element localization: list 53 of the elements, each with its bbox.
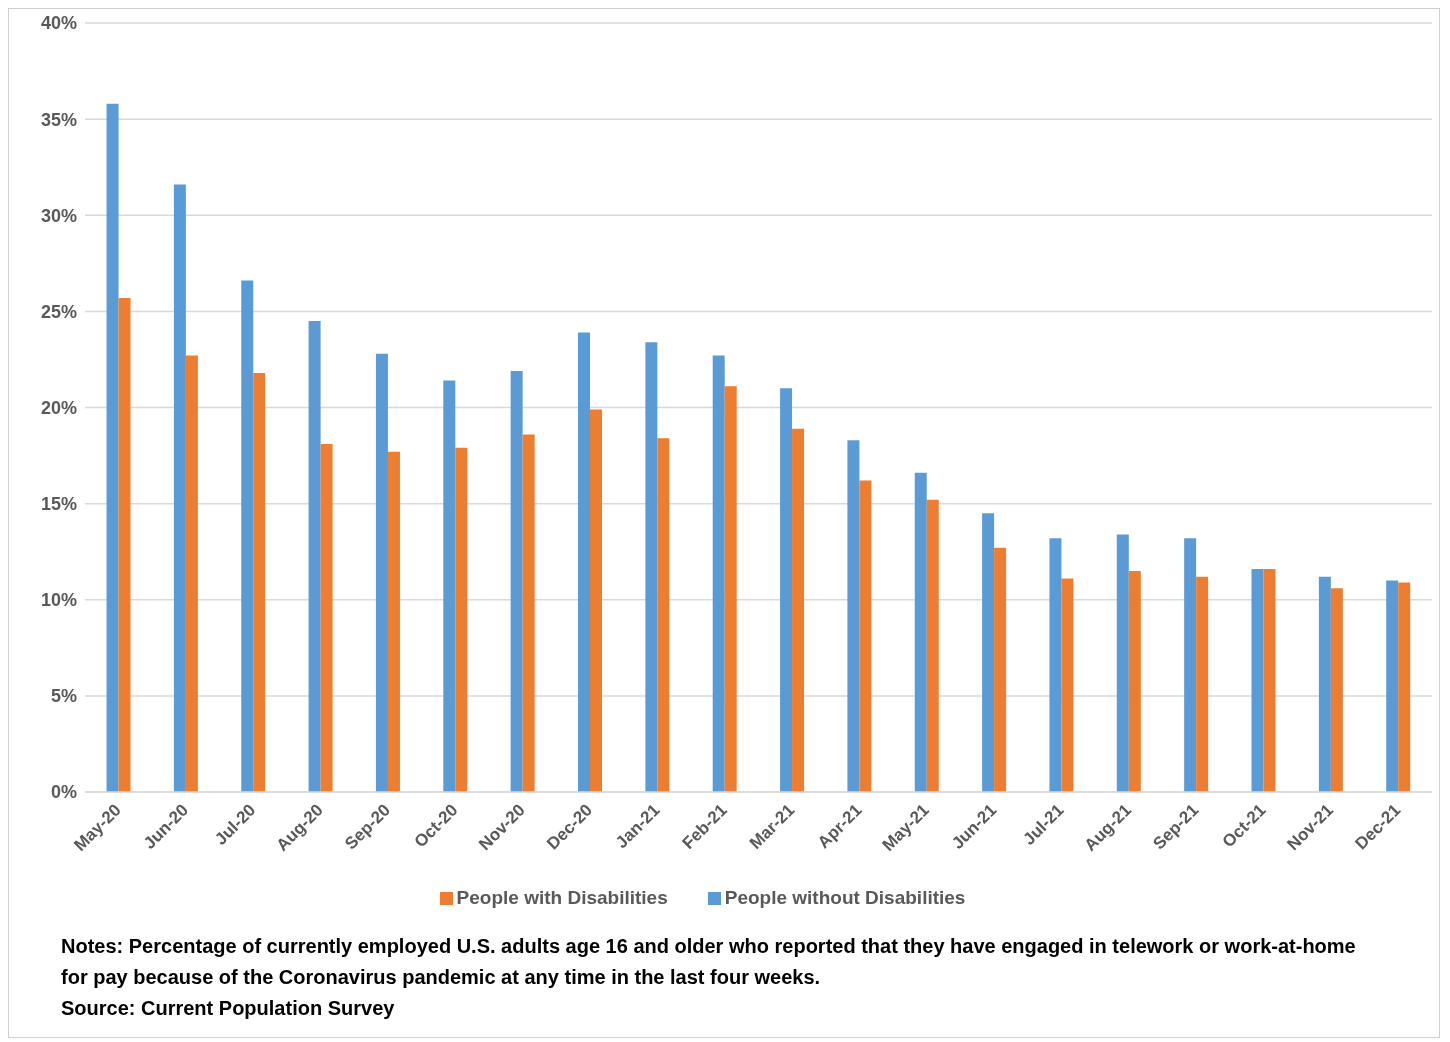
bar: [792, 428, 805, 792]
y-tick-label: 40%: [40, 13, 77, 34]
legend-label: People without Disabilities: [724, 887, 966, 908]
bar: [1386, 580, 1399, 792]
bar: [578, 332, 590, 792]
bar: [118, 297, 131, 792]
bar: [645, 342, 658, 792]
bar: [926, 499, 939, 792]
bar: [375, 353, 388, 792]
y-tick-label: 0%: [50, 782, 77, 803]
bar: [859, 480, 872, 792]
y-tick-label: 10%: [40, 590, 77, 611]
bar: [308, 320, 321, 792]
text: Notes: Percentage of currently employed U.S. adults age 16 and older who reported that they have engaged in telework or work-at-home for pay because of the Coronavirus pandemic at any time in the last four weeks.: [61, 934, 1357, 990]
y-tick-label: 30%: [40, 205, 77, 226]
bar: [320, 444, 333, 792]
bar: [522, 434, 535, 792]
bar: [1330, 588, 1343, 792]
bar: [241, 280, 254, 792]
bar: [510, 370, 523, 792]
y-tick-label: 35%: [40, 109, 77, 130]
bar: [1184, 538, 1197, 792]
bar: [1398, 582, 1411, 792]
bar: [590, 409, 602, 792]
bar: [847, 440, 860, 792]
bar: [994, 547, 1007, 792]
bar: [982, 513, 995, 792]
bar: [657, 438, 670, 792]
bar: [712, 355, 725, 792]
bar: [914, 472, 927, 792]
bar: [443, 380, 456, 792]
y-tick-label: 25%: [40, 301, 77, 322]
bar: [173, 184, 186, 792]
y-tick-label: 20%: [40, 397, 77, 418]
bar: [455, 447, 468, 792]
bar: [1061, 578, 1074, 792]
y-tick-label: 5%: [50, 686, 77, 707]
legend-label: People with Disabilities: [456, 887, 668, 908]
bar: [106, 103, 119, 792]
bar: [1128, 570, 1141, 792]
bar: [1251, 568, 1264, 792]
bar: [1049, 538, 1062, 792]
bar: [1318, 576, 1331, 792]
y-tick-label: 15%: [40, 494, 77, 515]
bar: [253, 372, 266, 792]
bar: [1263, 568, 1276, 792]
bar: [1116, 534, 1129, 792]
source-note: Source: Current Population Survey: [61, 996, 396, 1021]
bar: [1196, 576, 1209, 792]
bar: [724, 386, 737, 792]
bar: [387, 451, 400, 792]
bar: [185, 355, 198, 792]
bar: [780, 388, 793, 792]
